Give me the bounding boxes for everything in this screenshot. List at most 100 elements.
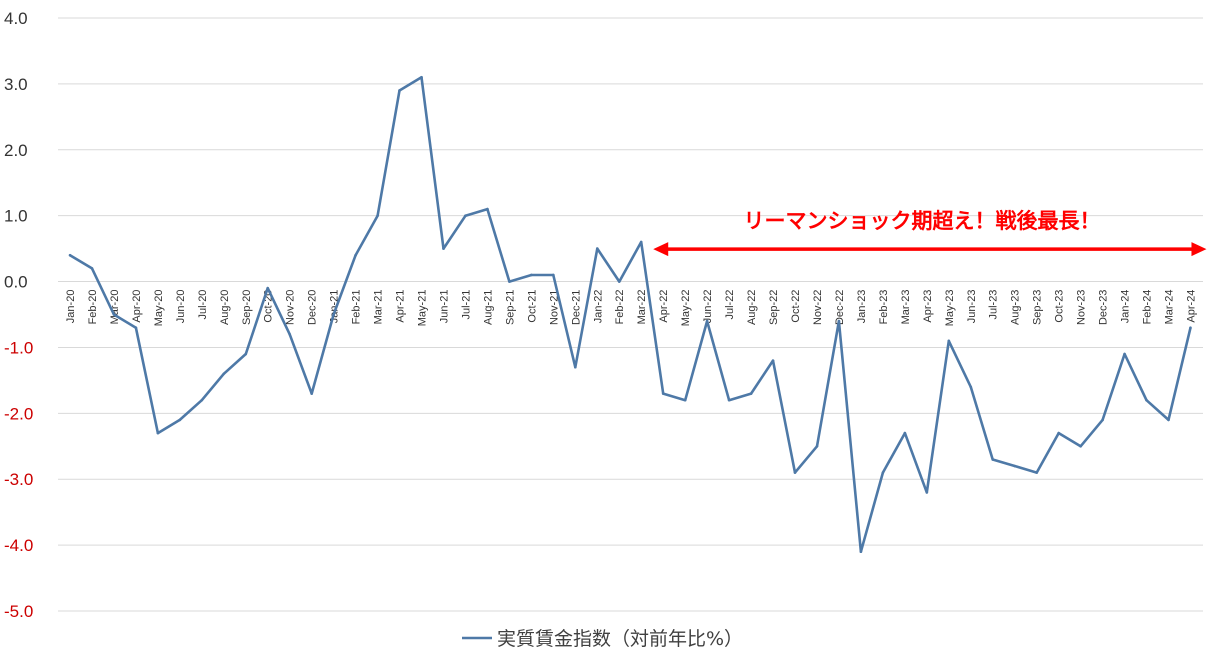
data-point [859, 550, 863, 553]
data-point [112, 313, 116, 316]
x-tick-label: Jul-21 [460, 290, 472, 320]
x-tick-label: May-20 [153, 290, 165, 327]
data-point [310, 392, 313, 395]
x-tick-label: Apr-21 [395, 290, 407, 323]
x-tick-label: Jun-23 [966, 290, 978, 324]
x-tick-label: Feb-22 [614, 290, 626, 325]
data-point [705, 319, 709, 323]
data-point [508, 280, 511, 283]
data-point [661, 392, 665, 395]
data-point [156, 431, 160, 435]
y-tick-label: 3.0 [4, 75, 28, 94]
x-tick-label: Apr-20 [131, 290, 143, 323]
data-point [991, 458, 995, 461]
data-point [1145, 398, 1148, 402]
y-tick-label: 1.0 [4, 207, 28, 226]
x-tick-label: Jul-20 [197, 290, 209, 320]
data-point [222, 372, 226, 376]
data-point [793, 471, 797, 474]
y-tick-label: 4.0 [4, 9, 28, 28]
data-point [332, 313, 335, 316]
data-point [354, 253, 357, 257]
x-tick-label: Mar-22 [636, 290, 648, 325]
data-point [969, 385, 973, 389]
x-tick-label: Mar-21 [373, 290, 385, 325]
x-tick-label: Jan-21 [329, 290, 341, 324]
x-tick-label: Feb-20 [87, 290, 99, 325]
x-tick-label: Jan-22 [592, 290, 604, 324]
annotation: リーマンショック期超え！戦後最長！ [653, 208, 1207, 257]
x-tick-label: Sep-21 [504, 290, 516, 325]
x-tick-label: Sep-22 [768, 290, 780, 325]
data-point [464, 214, 467, 217]
x-tick-label: Jan-24 [1120, 290, 1132, 324]
x-tick-label: Aug-20 [219, 290, 231, 325]
x-tick-label: Dec-22 [834, 290, 846, 325]
data-point [1057, 431, 1060, 435]
annotation-text: リーマンショック期超え！戦後最長！ [744, 208, 1101, 233]
x-tick-label: Nov-21 [548, 290, 560, 325]
data-point [727, 398, 731, 402]
x-tick-label: Sep-23 [1032, 290, 1044, 325]
x-tick-label: Mar-24 [1164, 290, 1176, 325]
x-tick-label: Dec-20 [307, 290, 319, 325]
data-point [420, 76, 423, 79]
data-point [288, 332, 292, 336]
y-tick-label: -3.0 [4, 470, 33, 489]
data-point [552, 273, 555, 277]
x-axis-tick-labels: Jan-20 Feb-20 Mar-20 Apr-20 May-20 Jun-20 Jul-… [65, 290, 1197, 327]
data-point [1123, 352, 1126, 356]
y-tick-label: -4.0 [4, 536, 33, 555]
x-tick-label: May-22 [680, 290, 692, 327]
data-point [595, 247, 599, 250]
data-point [925, 491, 929, 494]
x-tick-label: Nov-23 [1076, 290, 1088, 325]
x-tick-label: Apr-24 [1185, 290, 1197, 323]
x-tick-label: Aug-22 [746, 290, 758, 325]
x-tick-label: Jan-20 [65, 290, 77, 324]
x-tick-label: Jun-20 [175, 290, 187, 324]
data-point [881, 471, 885, 474]
x-tick-label: Oct-22 [790, 290, 802, 323]
data-point [200, 398, 204, 402]
y-tick-label: 2.0 [4, 141, 28, 160]
x-tick-label: Feb-24 [1142, 290, 1154, 325]
x-tick-label: Jan-23 [856, 290, 868, 324]
data-point [617, 280, 621, 283]
data-point [771, 359, 775, 362]
series-line-real-wage [69, 76, 1192, 553]
x-tick-label: Aug-21 [482, 290, 494, 325]
x-tick-label: May-21 [417, 290, 429, 327]
data-point [442, 247, 445, 250]
x-tick-label: Oct-21 [526, 290, 538, 323]
data-point [1189, 326, 1192, 329]
data-point [1013, 464, 1017, 468]
data-point [683, 398, 687, 402]
y-tick-label: -2.0 [4, 404, 33, 423]
data-point [266, 286, 270, 290]
data-point [574, 365, 577, 369]
x-tick-label: Dec-21 [570, 290, 582, 325]
x-tick-label: May-23 [944, 290, 956, 327]
x-tick-label: Jun-21 [438, 290, 450, 324]
data-point [68, 253, 72, 257]
x-tick-label: Nov-22 [812, 290, 824, 325]
x-tick-label: Jul-22 [724, 290, 736, 320]
y-tick-label: -5.0 [4, 602, 33, 621]
legend-label: 実質賃金指数（対前年比%） [497, 628, 743, 650]
legend: 実質賃金指数（対前年比%） [462, 628, 743, 650]
data-point [376, 214, 379, 217]
y-tick-label: 0.0 [4, 273, 28, 292]
data-point [1079, 444, 1082, 448]
x-tick-label: Oct-23 [1054, 290, 1066, 323]
data-point [903, 431, 907, 435]
data-point [947, 339, 951, 343]
data-point [1101, 418, 1104, 422]
data-point [837, 319, 841, 323]
data-point [815, 444, 819, 448]
x-tick-label: Apr-22 [658, 290, 670, 323]
data-point [244, 352, 248, 356]
x-tick-label: Mar-23 [900, 290, 912, 325]
x-tick-label: Apr-23 [922, 290, 934, 323]
